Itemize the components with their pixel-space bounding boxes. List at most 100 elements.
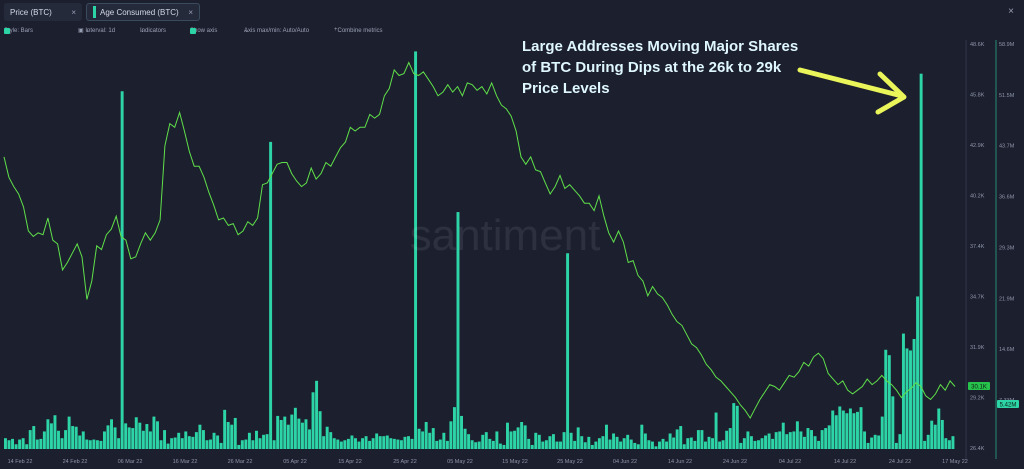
age-consumed-bar	[364, 436, 368, 449]
indicators-label: Indicators	[140, 28, 167, 34]
age-consumed-bar	[251, 440, 255, 450]
date-tick-label: 17 May 22	[942, 459, 968, 465]
age-consumed-bar	[481, 434, 485, 449]
age-consumed-bar	[937, 408, 941, 449]
age-consumed-bar	[177, 432, 181, 449]
age-consumed-bar	[541, 441, 545, 449]
age-consumed-bar	[626, 434, 630, 449]
age-consumed-bar	[191, 436, 195, 449]
tab-price-btc[interactable]: Price (BTC) ×	[4, 3, 82, 21]
age-consumed-bar	[601, 436, 605, 449]
age-consumed-bar	[498, 443, 502, 449]
interval-dropdown[interactable]: ▣ Interval: 1d ⌄	[78, 28, 116, 34]
date-tick-label: 05 Apr 22	[283, 459, 307, 465]
age-consumed-bar	[223, 409, 227, 449]
age-consumed-bar	[852, 413, 856, 449]
age-consumed-bar	[562, 432, 566, 450]
age-consumed-bar	[46, 419, 50, 449]
date-tick-label: 24 Jul 22	[889, 459, 911, 465]
age-consumed-bar	[566, 253, 570, 449]
age-consumed-bar	[894, 442, 898, 450]
age-consumed-bar	[813, 436, 817, 449]
age-consumed-bar	[923, 440, 927, 449]
show-axis-label: Show axis	[190, 28, 218, 34]
age-consumed-bar	[824, 428, 828, 449]
age-consumed-bar	[587, 436, 591, 449]
age-consumed-bar	[428, 432, 432, 449]
age-consumed-bar	[569, 432, 573, 449]
date-tick-label: 16 Mar 22	[173, 459, 198, 465]
age-consumed-bar	[675, 429, 679, 449]
age-consumed-bar	[732, 403, 736, 449]
age-consumed-bar	[216, 435, 220, 449]
age-consumed-bar	[647, 440, 651, 450]
age-consumed-bar	[594, 441, 598, 449]
age-consumed-bar	[304, 419, 308, 449]
age-consumed-bar	[53, 415, 57, 449]
age-consumed-bar	[255, 430, 258, 449]
tab-label: Price (BTC)	[10, 7, 52, 17]
age-consumed-bar	[368, 440, 372, 449]
age-tick-label: 43.7M	[999, 144, 1015, 150]
tab-label: Age Consumed (BTC)	[100, 7, 179, 17]
age-consumed-bar	[417, 428, 421, 449]
age-consumed-bar	[219, 442, 223, 450]
age-consumed-bar	[718, 441, 722, 449]
age-consumed-bar	[916, 296, 920, 449]
age-consumed-bar	[166, 443, 170, 449]
chart-canvas: santiment 48.6K 45.8K 42.9K 40.2K 37.4K 34.7K…	[3, 40, 1019, 465]
age-consumed-bar	[686, 438, 690, 449]
age-consumed-bar	[145, 424, 149, 449]
age-consumed-bar	[884, 349, 888, 449]
age-consumed-bar	[385, 435, 389, 449]
age-consumed-bar	[102, 431, 106, 449]
age-consumed-bar	[113, 427, 117, 449]
age-consumed-bar	[629, 439, 633, 449]
age-consumed-bar	[530, 444, 534, 449]
age-consumed-bar	[891, 396, 895, 449]
age-consumed-bar	[484, 432, 488, 450]
age-consumed-bar	[527, 438, 531, 450]
age-consumed-bar	[18, 439, 22, 449]
age-consumed-bar	[672, 437, 676, 449]
age-consumed-bar	[325, 426, 329, 449]
age-consumed-bar	[477, 441, 481, 449]
combine-metrics-button[interactable]: + Combine metrics	[334, 27, 383, 34]
age-consumed-bar	[308, 429, 311, 449]
date-tick-label: 14 Jul 22	[834, 459, 856, 465]
age-consumed-bar	[212, 432, 216, 449]
age-consumed-bar	[141, 430, 145, 449]
tab-age-consumed-btc[interactable]: Age Consumed (BTC) ×	[86, 3, 200, 21]
close-icon[interactable]: ×	[71, 7, 76, 17]
age-consumed-bar	[689, 437, 693, 449]
age-consumed-bar	[300, 422, 304, 449]
age-consumed-bar	[735, 405, 739, 449]
age-consumed-bar	[703, 441, 707, 449]
age-consumed-bar	[392, 438, 396, 450]
price-tick-label: 34.7K	[970, 295, 985, 301]
age-consumed-bar	[771, 438, 775, 450]
age-consumed-bar	[244, 439, 248, 449]
age-consumed-bar	[382, 436, 386, 449]
axis-minmax-dropdown[interactable]: Axis max/min: Auto/Auto ⌄	[244, 28, 310, 34]
age-consumed-bar	[407, 436, 410, 449]
age-consumed-bar	[318, 411, 322, 449]
age-consumed-bar	[4, 438, 7, 449]
age-tick-label: 14.6M	[999, 347, 1015, 353]
close-chart-icon[interactable]: ×	[1008, 6, 1014, 17]
age-consumed-bar	[293, 407, 297, 449]
age-consumed-bar	[276, 415, 280, 450]
age-consumed-bar	[573, 440, 577, 449]
age-consumed-bar	[909, 350, 912, 449]
age-consumed-bar	[463, 428, 467, 449]
age-consumed-bar	[67, 416, 71, 449]
age-consumed-bar	[643, 433, 647, 449]
indicators-dropdown[interactable]: Indicators ⌄	[140, 28, 167, 34]
style-dropdown[interactable]: Style: Bars ⌄	[4, 27, 33, 34]
age-consumed-bar	[520, 422, 524, 449]
age-consumed-bar	[555, 441, 559, 449]
age-consumed-bar	[933, 424, 937, 449]
close-icon[interactable]: ×	[188, 7, 193, 17]
age-consumed-bar	[39, 438, 43, 450]
